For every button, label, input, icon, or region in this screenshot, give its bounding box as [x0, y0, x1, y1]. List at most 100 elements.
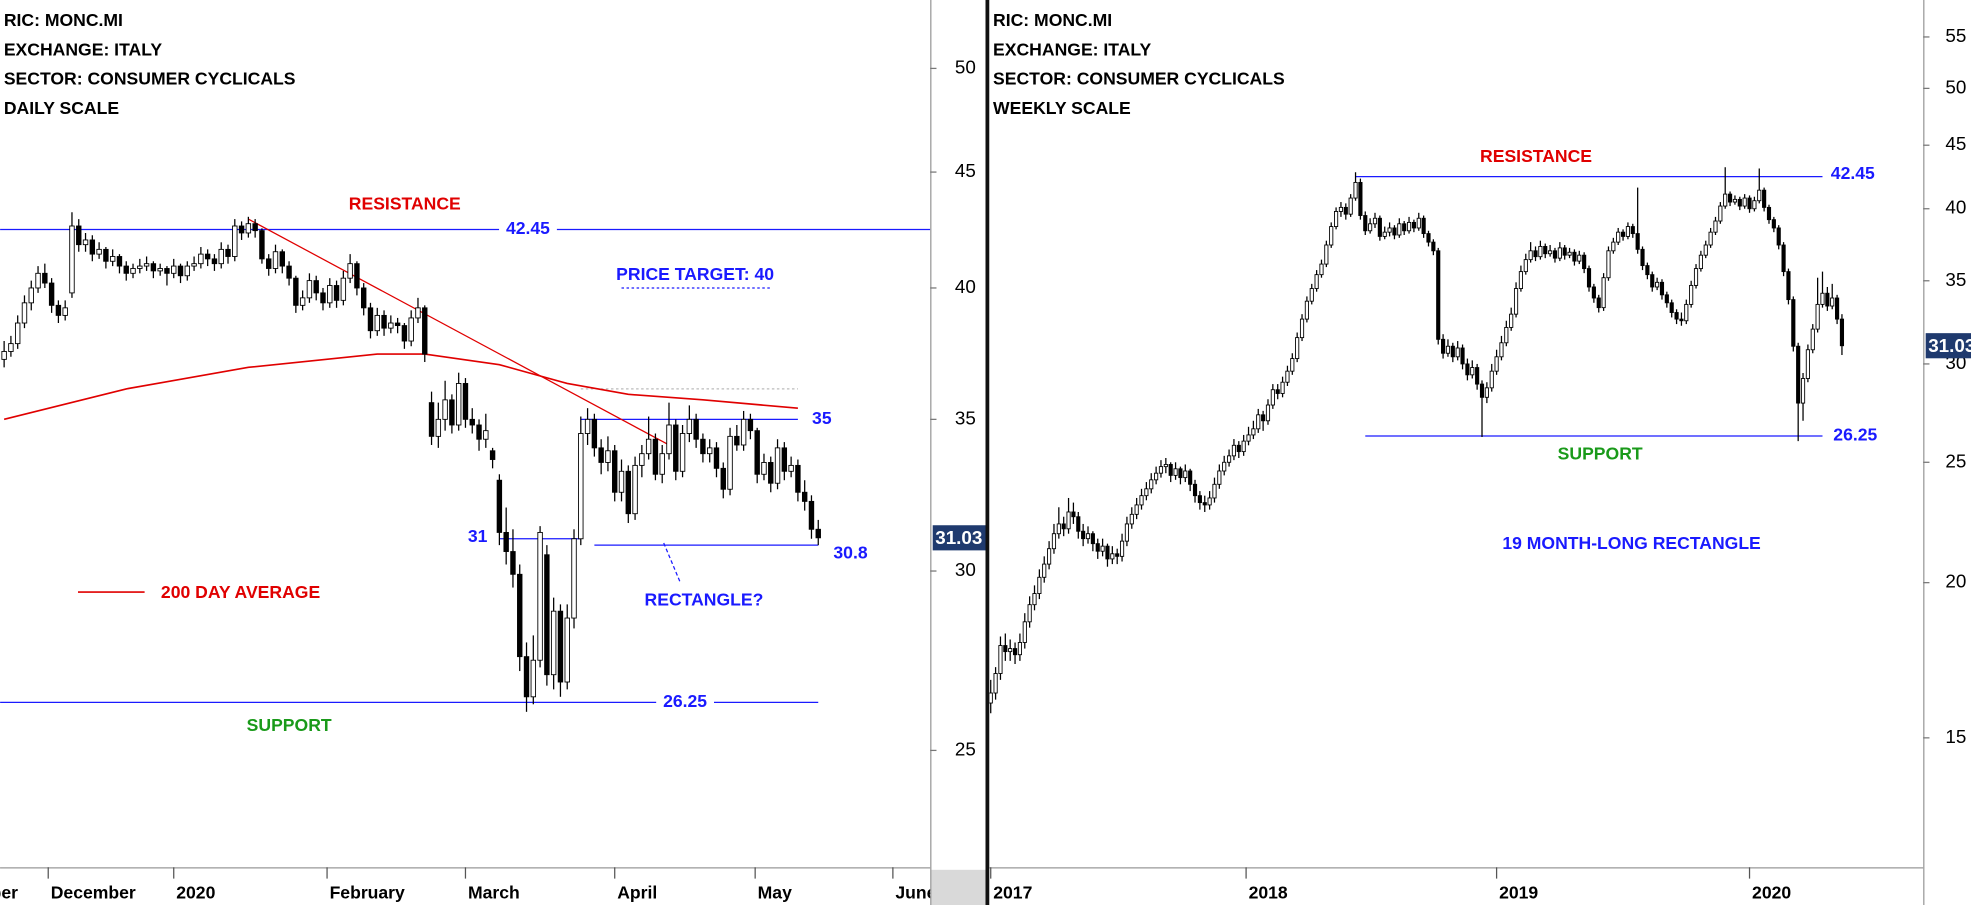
- candle-body: [333, 285, 340, 301]
- candle-body: [286, 265, 292, 279]
- candle-body: [1032, 593, 1037, 606]
- candle-body: [1577, 254, 1582, 262]
- candle-body: [1742, 197, 1747, 207]
- candle-body: [1499, 342, 1504, 358]
- candle-body: [1188, 470, 1193, 485]
- x-tick-label: 2018: [1249, 882, 1288, 902]
- candle-body: [238, 225, 245, 234]
- candle-body: [1012, 648, 1018, 656]
- candle-body: [1630, 226, 1635, 235]
- candle-body: [754, 430, 760, 475]
- candle-body: [394, 322, 401, 327]
- candle-body: [517, 573, 523, 658]
- candle-body: [266, 258, 272, 269]
- candle-body: [225, 248, 231, 257]
- candle-body: [1693, 268, 1699, 286]
- annotation: 19 MONTH-LONG RECTANGLE: [1502, 533, 1761, 553]
- y-tick-label: 50: [955, 56, 976, 77]
- candle-body: [1154, 472, 1159, 481]
- candle-body: [347, 263, 353, 279]
- candle-body: [1771, 219, 1776, 229]
- candle-body: [137, 265, 143, 269]
- y-tick-label: 35: [955, 407, 976, 428]
- info-text: EXCHANGE: ITALY: [993, 39, 1151, 59]
- info-text: WEEKLY SCALE: [993, 98, 1131, 118]
- candle-body: [1586, 268, 1592, 288]
- level-label-bg: [1826, 425, 1885, 447]
- candle-body: [1056, 523, 1061, 535]
- candle-body: [1552, 250, 1558, 259]
- candle-body: [1090, 533, 1095, 545]
- annotation: RECTANGLE?: [645, 589, 764, 609]
- candle-body: [1192, 483, 1198, 497]
- candle-body: [768, 462, 774, 484]
- candle-body: [1304, 300, 1309, 320]
- level-label-bg: [499, 219, 557, 240]
- candle-body: [232, 225, 238, 257]
- candle-body: [1810, 328, 1815, 351]
- candle-body: [659, 453, 665, 475]
- candle-body: [1372, 217, 1378, 225]
- candle-body: [204, 253, 211, 260]
- candle-body: [550, 610, 557, 676]
- candle-body: [1003, 645, 1008, 653]
- candle-body: [666, 424, 672, 455]
- level-label: 30.8: [833, 543, 867, 563]
- candle-body: [1426, 233, 1431, 243]
- info-text: SECTOR: CONSUMER CYCLICALS: [4, 69, 296, 89]
- candle-body: [69, 225, 75, 294]
- y-tick-label: 35: [1945, 269, 1966, 290]
- candle-body: [1436, 250, 1441, 340]
- candle-body: [1450, 345, 1455, 358]
- candle-body: [1124, 523, 1129, 542]
- x-tick-label: 2020: [176, 882, 215, 902]
- candle-body: [1241, 440, 1246, 453]
- candle-body: [164, 268, 170, 274]
- candle-body: [1548, 250, 1553, 255]
- candle-body: [1747, 197, 1752, 210]
- candle-body: [1251, 428, 1256, 436]
- candle-body: [1008, 648, 1013, 653]
- candle-body: [171, 265, 177, 274]
- candle-body: [1796, 345, 1801, 404]
- candle-body: [1835, 297, 1840, 320]
- candle-body: [1776, 227, 1781, 246]
- candle-body: [584, 418, 591, 434]
- candle-body: [1110, 553, 1115, 560]
- candle-body: [1839, 318, 1845, 347]
- candle-body: [998, 645, 1003, 674]
- candle-body: [612, 450, 618, 493]
- candle-body: [571, 538, 577, 619]
- candle-body: [1363, 215, 1368, 232]
- candle-body: [422, 307, 428, 355]
- candle-body: [1698, 254, 1703, 270]
- annotation: RESISTANCE: [1480, 146, 1592, 166]
- candle-body: [720, 467, 726, 490]
- candle-body: [1144, 488, 1149, 497]
- candle-body: [306, 280, 313, 299]
- candle-body: [1611, 241, 1616, 252]
- candle-body: [774, 447, 781, 484]
- candle-body: [1280, 381, 1285, 394]
- candle-body: [1226, 455, 1232, 463]
- candle-body: [1212, 483, 1217, 499]
- candle-body: [360, 287, 367, 309]
- candle-body: [1616, 231, 1621, 243]
- candle-body: [808, 500, 815, 530]
- candle-body: [1431, 241, 1436, 252]
- candle-body: [388, 322, 394, 329]
- candle-body: [1455, 347, 1460, 358]
- candle-body: [1513, 288, 1519, 315]
- candle-body: [1650, 274, 1655, 288]
- candle-body: [1728, 193, 1733, 203]
- candle-body: [673, 424, 679, 472]
- candle-body: [374, 314, 380, 332]
- candle-body: [1319, 263, 1324, 276]
- candle-body: [1655, 281, 1660, 288]
- candle-body: [1324, 244, 1329, 265]
- info-text: EXCHANGE: ITALY: [4, 39, 162, 59]
- candle-body: [1076, 516, 1081, 532]
- candle-body: [1261, 414, 1266, 422]
- candle-body: [1231, 444, 1237, 457]
- candle-body: [713, 447, 720, 469]
